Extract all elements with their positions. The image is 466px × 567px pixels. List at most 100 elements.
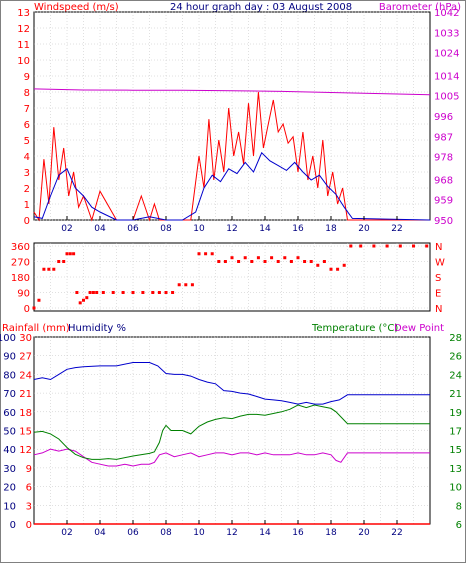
- wind-axis-label: Windspeed (m/s): [34, 2, 119, 13]
- wind-tick-label: 5: [24, 136, 30, 147]
- x-tick-label: 14: [259, 528, 271, 538]
- direction-point: [95, 291, 99, 294]
- wind-series: [33, 88, 431, 222]
- wind-tick-label: 8: [24, 88, 30, 99]
- temperature-axis-label: Temperature (°C): [311, 323, 398, 334]
- rainfall-tick-label: 21: [19, 389, 32, 400]
- temperature-grid: [34, 336, 430, 525]
- barometer-tick-label: 978: [434, 153, 453, 164]
- direction-point: [47, 267, 51, 271]
- direction-point: [322, 260, 326, 263]
- x-tick-label: 08: [160, 224, 172, 234]
- wind-tick-label: 4: [24, 152, 30, 163]
- temperature-tick-label: 13: [449, 464, 462, 475]
- direction-point: [385, 244, 389, 248]
- x-tick-label: 12: [226, 224, 237, 234]
- direction-point: [283, 256, 287, 260]
- direction-point: [372, 244, 376, 248]
- rainfall-tick-label: 3: [26, 501, 32, 512]
- x-tick-label: 22: [391, 224, 402, 234]
- direction-point: [141, 291, 145, 294]
- compass-tick-label: S: [435, 273, 441, 284]
- barometer-tick-label: 968: [434, 175, 453, 186]
- direction-point: [412, 244, 415, 248]
- rainfall-tick-label: 15: [19, 427, 32, 438]
- direction-point: [309, 260, 313, 263]
- wind-x-ticks: 02 04 06 08 10 12 14 16 18 20 22: [61, 216, 403, 234]
- direction-point: [289, 260, 293, 263]
- direction-point: [184, 283, 188, 287]
- average-wind-line: [33, 151, 431, 221]
- barometer-axis-label: Barometer (hPa): [379, 2, 461, 13]
- x-tick-label: 22: [391, 528, 402, 538]
- x-tick-label: 06: [127, 224, 139, 234]
- wind-tick-label: 12: [17, 24, 30, 35]
- humidity-tick-label: 60: [3, 408, 16, 419]
- rainfall-tick-label: 9: [26, 464, 32, 475]
- barometer-tick-label: 987: [434, 132, 453, 143]
- compass-tick-label: W: [435, 258, 445, 269]
- x-tick-label: 04: [94, 224, 106, 234]
- wind-tick-label: 7: [24, 104, 30, 115]
- direction-point: [37, 298, 41, 302]
- x-tick-label: 06: [127, 528, 139, 538]
- direction-point: [190, 283, 194, 287]
- direction-point: [316, 263, 320, 267]
- direction-point: [62, 260, 66, 263]
- barometer-tick-label: 950: [434, 216, 453, 227]
- direction-point: [250, 260, 254, 263]
- direction-point: [72, 252, 76, 256]
- x-tick-label: 18: [325, 528, 337, 538]
- direction-tick-label: 90: [17, 289, 30, 300]
- barometer-tick-label: 996: [434, 112, 453, 123]
- direction-point: [237, 260, 241, 263]
- direction-point: [101, 291, 105, 294]
- direction-point: [336, 267, 340, 271]
- direction-point: [210, 252, 214, 256]
- direction-point: [131, 291, 135, 294]
- x-tick-label: 08: [160, 528, 172, 538]
- wind-tick-label: 2: [24, 184, 30, 195]
- humidity-tick-label: 40: [3, 445, 16, 456]
- direction-series: [32, 244, 429, 310]
- temperature-tick-label: 10: [449, 483, 462, 494]
- humidity-tick-label: 30: [3, 464, 16, 475]
- direction-point: [82, 298, 85, 302]
- direction-point: [78, 301, 82, 305]
- wind-tick-label: 6: [24, 120, 30, 131]
- direction-point: [68, 252, 72, 256]
- wind-tick-label: 11: [17, 40, 30, 51]
- wind-tick-label: 13: [17, 8, 30, 19]
- direction-point: [111, 291, 115, 294]
- direction-point: [243, 256, 247, 260]
- direction-point: [65, 252, 69, 256]
- x-tick-label: 10: [193, 224, 205, 234]
- direction-point: [230, 256, 234, 260]
- direction-point: [223, 260, 227, 263]
- direction-point: [171, 291, 175, 294]
- barometer-line: [33, 88, 431, 96]
- dew-point-line: [33, 362, 430, 405]
- gust-line: [33, 91, 430, 222]
- temperature-x-ticks: 02 04 06 08 10 12 14 16 18 20 22: [61, 520, 403, 538]
- direction-point: [342, 263, 346, 267]
- x-tick-label: 10: [193, 528, 205, 538]
- temperature-tick-label: 21: [449, 389, 462, 400]
- wind-tick-label: 0: [24, 216, 30, 227]
- x-tick-label: 12: [226, 528, 237, 538]
- humidity-line: [33, 448, 430, 467]
- direction-point: [151, 291, 155, 294]
- temperature-tick-label: 26: [449, 352, 462, 363]
- temperature-humidity-chart: Rainfall (mm) Humidity % Temperature (°C…: [0, 323, 462, 538]
- temperature-tick-label: 24: [449, 370, 462, 381]
- wind-tick-label: 10: [17, 56, 30, 67]
- barometer-tick-label: 1042: [434, 8, 459, 19]
- direction-point: [164, 291, 168, 294]
- direction-tick-label: 0: [24, 304, 30, 315]
- barometer-y-ticks: 950 959 968 978 987 996 1005 1014 1024 1033 1042: [434, 8, 459, 227]
